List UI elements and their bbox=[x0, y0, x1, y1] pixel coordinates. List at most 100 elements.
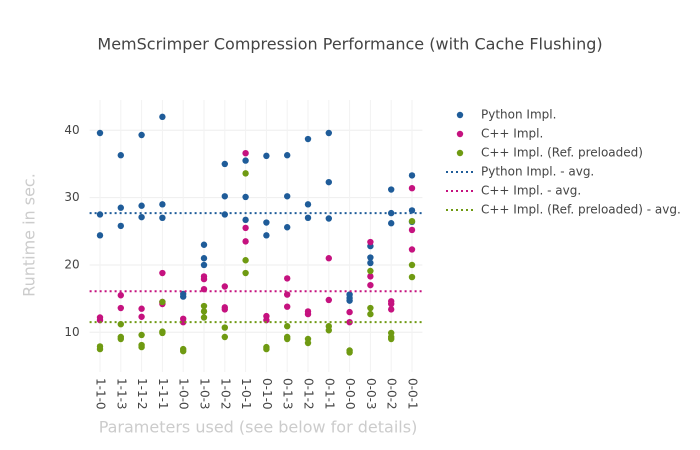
y-tick-label: 10 bbox=[64, 325, 79, 339]
data-point bbox=[242, 257, 249, 264]
data-point bbox=[346, 318, 353, 326]
data-point bbox=[242, 216, 249, 224]
data-point bbox=[263, 152, 270, 160]
data-point bbox=[180, 293, 187, 300]
data-point bbox=[408, 226, 416, 234]
data-point bbox=[138, 331, 145, 339]
data-point bbox=[200, 314, 208, 321]
data-point bbox=[221, 324, 228, 331]
data-point bbox=[388, 335, 395, 343]
x-tick-label: 0-1-1 bbox=[322, 378, 336, 410]
data-point bbox=[346, 297, 353, 304]
data-point bbox=[325, 296, 332, 304]
data-point bbox=[200, 275, 208, 283]
x-tick-label: 0-0-2 bbox=[385, 378, 399, 410]
legend-label: Python Impl. bbox=[481, 108, 556, 122]
data-point bbox=[96, 232, 104, 239]
y-axis-label: Runtime in sec. bbox=[20, 173, 39, 297]
data-point bbox=[242, 170, 249, 177]
data-point bbox=[304, 135, 312, 143]
data-point bbox=[180, 347, 187, 355]
data-point bbox=[138, 131, 145, 139]
data-point bbox=[304, 214, 312, 222]
data-point bbox=[221, 193, 228, 200]
data-point bbox=[96, 129, 104, 137]
y-tick-label: 30 bbox=[64, 190, 79, 204]
data-point bbox=[117, 292, 125, 299]
data-point bbox=[200, 255, 208, 262]
data-point bbox=[367, 259, 374, 267]
data-point bbox=[367, 310, 374, 318]
data-point bbox=[408, 273, 416, 281]
data-point bbox=[325, 129, 332, 137]
data-point bbox=[284, 303, 291, 310]
x-tick-label: 1-0-1 bbox=[239, 378, 253, 410]
data-point bbox=[284, 152, 291, 159]
data-point bbox=[263, 219, 270, 226]
data-point bbox=[138, 305, 145, 312]
data-point bbox=[325, 255, 332, 262]
x-tick-label: 0-0-3 bbox=[364, 378, 378, 410]
data-point bbox=[367, 304, 374, 312]
data-point bbox=[138, 202, 145, 209]
data-point bbox=[388, 306, 395, 313]
data-point bbox=[346, 349, 353, 356]
y-tick-label: 20 bbox=[64, 257, 79, 271]
data-point bbox=[367, 238, 374, 246]
x-tick-label: 1-0-2 bbox=[218, 378, 232, 410]
x-axis-label: Parameters used (see below for details) bbox=[99, 418, 418, 437]
x-tick-label: 1-0-3 bbox=[198, 378, 212, 410]
data-point bbox=[117, 152, 125, 159]
x-tick-label: 1-0-0 bbox=[177, 378, 191, 410]
data-point bbox=[304, 201, 312, 208]
legend-label: C++ Impl. (Ref. preloaded) bbox=[481, 146, 643, 160]
data-point bbox=[263, 232, 270, 239]
legend-label: C++ Impl. (Ref. preloaded) - avg. bbox=[481, 203, 681, 217]
x-tick-label: 0-0-1 bbox=[406, 378, 420, 410]
y-tick-label: 40 bbox=[64, 123, 79, 137]
data-point bbox=[117, 335, 125, 343]
data-point bbox=[221, 333, 228, 341]
legend-marker bbox=[456, 130, 464, 138]
data-point bbox=[138, 343, 145, 351]
x-tick-label: 0-1-0 bbox=[260, 378, 274, 410]
data-point bbox=[221, 160, 228, 168]
data-point bbox=[263, 345, 270, 353]
data-point bbox=[388, 186, 395, 193]
data-point bbox=[96, 316, 104, 324]
data-point bbox=[284, 291, 291, 298]
data-point bbox=[408, 217, 416, 225]
data-point bbox=[159, 269, 166, 277]
legend-label: C++ Impl. - avg. bbox=[481, 184, 581, 198]
data-point bbox=[346, 308, 353, 316]
legend-marker bbox=[456, 149, 464, 157]
data-point bbox=[117, 320, 125, 328]
data-point bbox=[221, 306, 228, 313]
data-point bbox=[408, 172, 416, 179]
data-point bbox=[408, 184, 416, 192]
data-point bbox=[200, 302, 208, 310]
data-point bbox=[284, 275, 291, 282]
data-point bbox=[200, 261, 208, 269]
data-point bbox=[138, 313, 145, 320]
data-point bbox=[367, 281, 374, 289]
data-point bbox=[242, 157, 249, 164]
x-tick-label: 1-1-3 bbox=[114, 378, 128, 410]
data-point bbox=[325, 178, 332, 186]
data-point bbox=[284, 193, 291, 200]
x-tick-label: 1-1-0 bbox=[94, 378, 108, 410]
data-point bbox=[242, 269, 249, 277]
chart-title: MemScrimper Compression Performance (wit… bbox=[97, 35, 602, 54]
data-point bbox=[159, 113, 166, 121]
data-point bbox=[200, 308, 208, 315]
data-point bbox=[367, 273, 374, 280]
x-tick-label: 0-1-3 bbox=[281, 378, 295, 410]
data-point bbox=[159, 329, 166, 337]
data-point bbox=[138, 213, 145, 221]
data-point bbox=[242, 238, 249, 245]
x-tick-label: 0-0-0 bbox=[343, 378, 357, 410]
data-point bbox=[367, 267, 374, 275]
legend-label: C++ Impl. bbox=[481, 127, 543, 141]
data-point bbox=[284, 323, 291, 330]
